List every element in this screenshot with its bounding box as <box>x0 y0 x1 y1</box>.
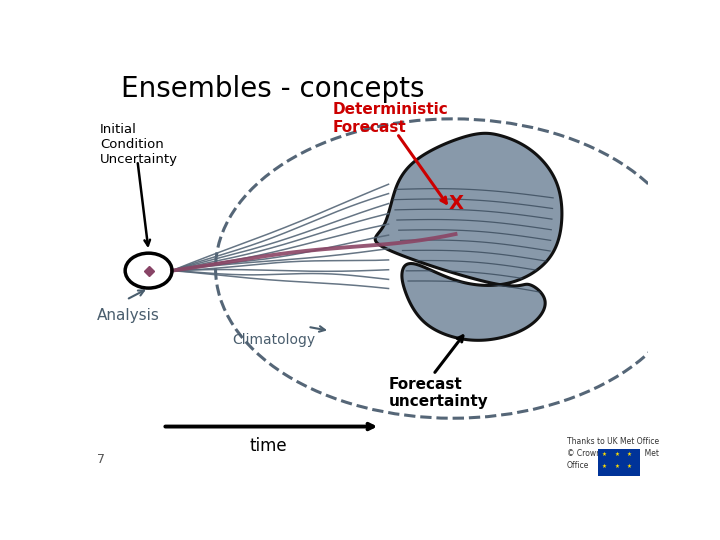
Polygon shape <box>375 133 562 340</box>
Text: X: X <box>449 194 464 213</box>
Text: ★: ★ <box>614 453 619 457</box>
Text: Climatology: Climatology <box>233 333 315 347</box>
Text: ★: ★ <box>626 464 631 469</box>
Text: Analysis: Analysis <box>96 308 160 323</box>
Text: ★: ★ <box>602 464 607 469</box>
Text: Thanks to UK Met Office
© Crown copyright  Met
Office: Thanks to UK Met Office © Crown copyrigh… <box>567 437 660 470</box>
Text: Initial
Condition
Uncertainty: Initial Condition Uncertainty <box>100 123 178 166</box>
Text: Ensembles - concepts: Ensembles - concepts <box>121 75 424 103</box>
Text: ★: ★ <box>626 453 631 457</box>
Text: ★: ★ <box>602 453 607 457</box>
Text: Forecast
uncertainty: Forecast uncertainty <box>389 377 488 409</box>
Text: 7: 7 <box>96 453 104 466</box>
Text: time: time <box>250 437 287 455</box>
FancyBboxPatch shape <box>598 449 639 476</box>
Text: Deterministic
Forecast: Deterministic Forecast <box>333 102 449 134</box>
Text: ★: ★ <box>614 464 619 469</box>
